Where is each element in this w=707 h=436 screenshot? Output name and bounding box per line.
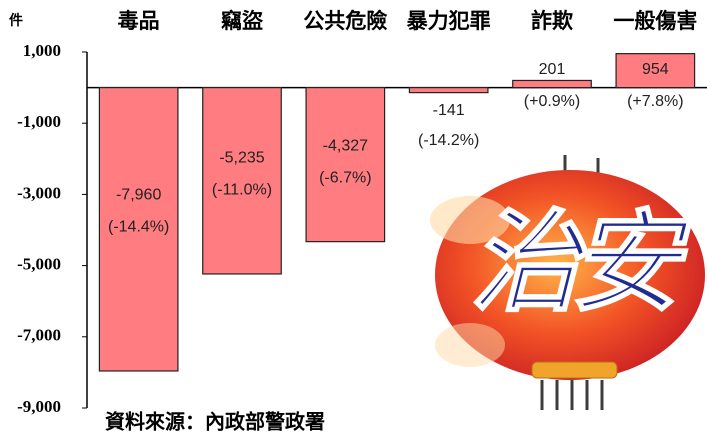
change-label: (+7.8%)	[627, 93, 683, 110]
change-label: (-6.7%)	[319, 169, 371, 186]
y-tick-label: -9,000	[17, 397, 61, 416]
change-label: (-11.0%)	[212, 182, 272, 199]
y-tick-label: 1,000	[23, 41, 61, 60]
y-tick-label: -7,000	[17, 326, 61, 345]
source: 資料來源：內政部警政署	[105, 410, 325, 434]
bar	[408, 86, 489, 94]
bar	[512, 79, 592, 89]
value-label: -5,235	[219, 150, 264, 167]
value-label: -4,327	[323, 137, 368, 154]
unit-label: 件	[9, 12, 23, 29]
category-label: 暴力犯罪	[407, 9, 491, 33]
value-label: 201	[539, 61, 566, 78]
bar	[202, 86, 282, 275]
change-label: (-14.2%)	[418, 132, 479, 149]
bar	[98, 86, 179, 372]
category-label: 公共危險	[303, 9, 387, 33]
y-tick-label: -1,000	[17, 112, 61, 131]
category-label: 竊盜	[221, 9, 263, 33]
value-label: -141	[433, 102, 465, 119]
category-label: 毒品	[118, 9, 160, 33]
lantern: 治安	[430, 155, 705, 410]
category-label: 詐欺	[531, 9, 573, 33]
bar	[305, 86, 386, 243]
lantern-text: 治安	[470, 202, 693, 324]
change-label: (+0.9%)	[524, 93, 580, 110]
change-label: (-14.4%)	[108, 219, 169, 236]
value-label: -7,960	[116, 187, 161, 204]
y-tick-label: -3,000	[17, 183, 61, 202]
value-label: 954	[642, 61, 669, 78]
bar	[615, 53, 696, 89]
category-label: 一般傷害	[613, 9, 697, 33]
y-tick-label: -5,000	[17, 255, 61, 274]
